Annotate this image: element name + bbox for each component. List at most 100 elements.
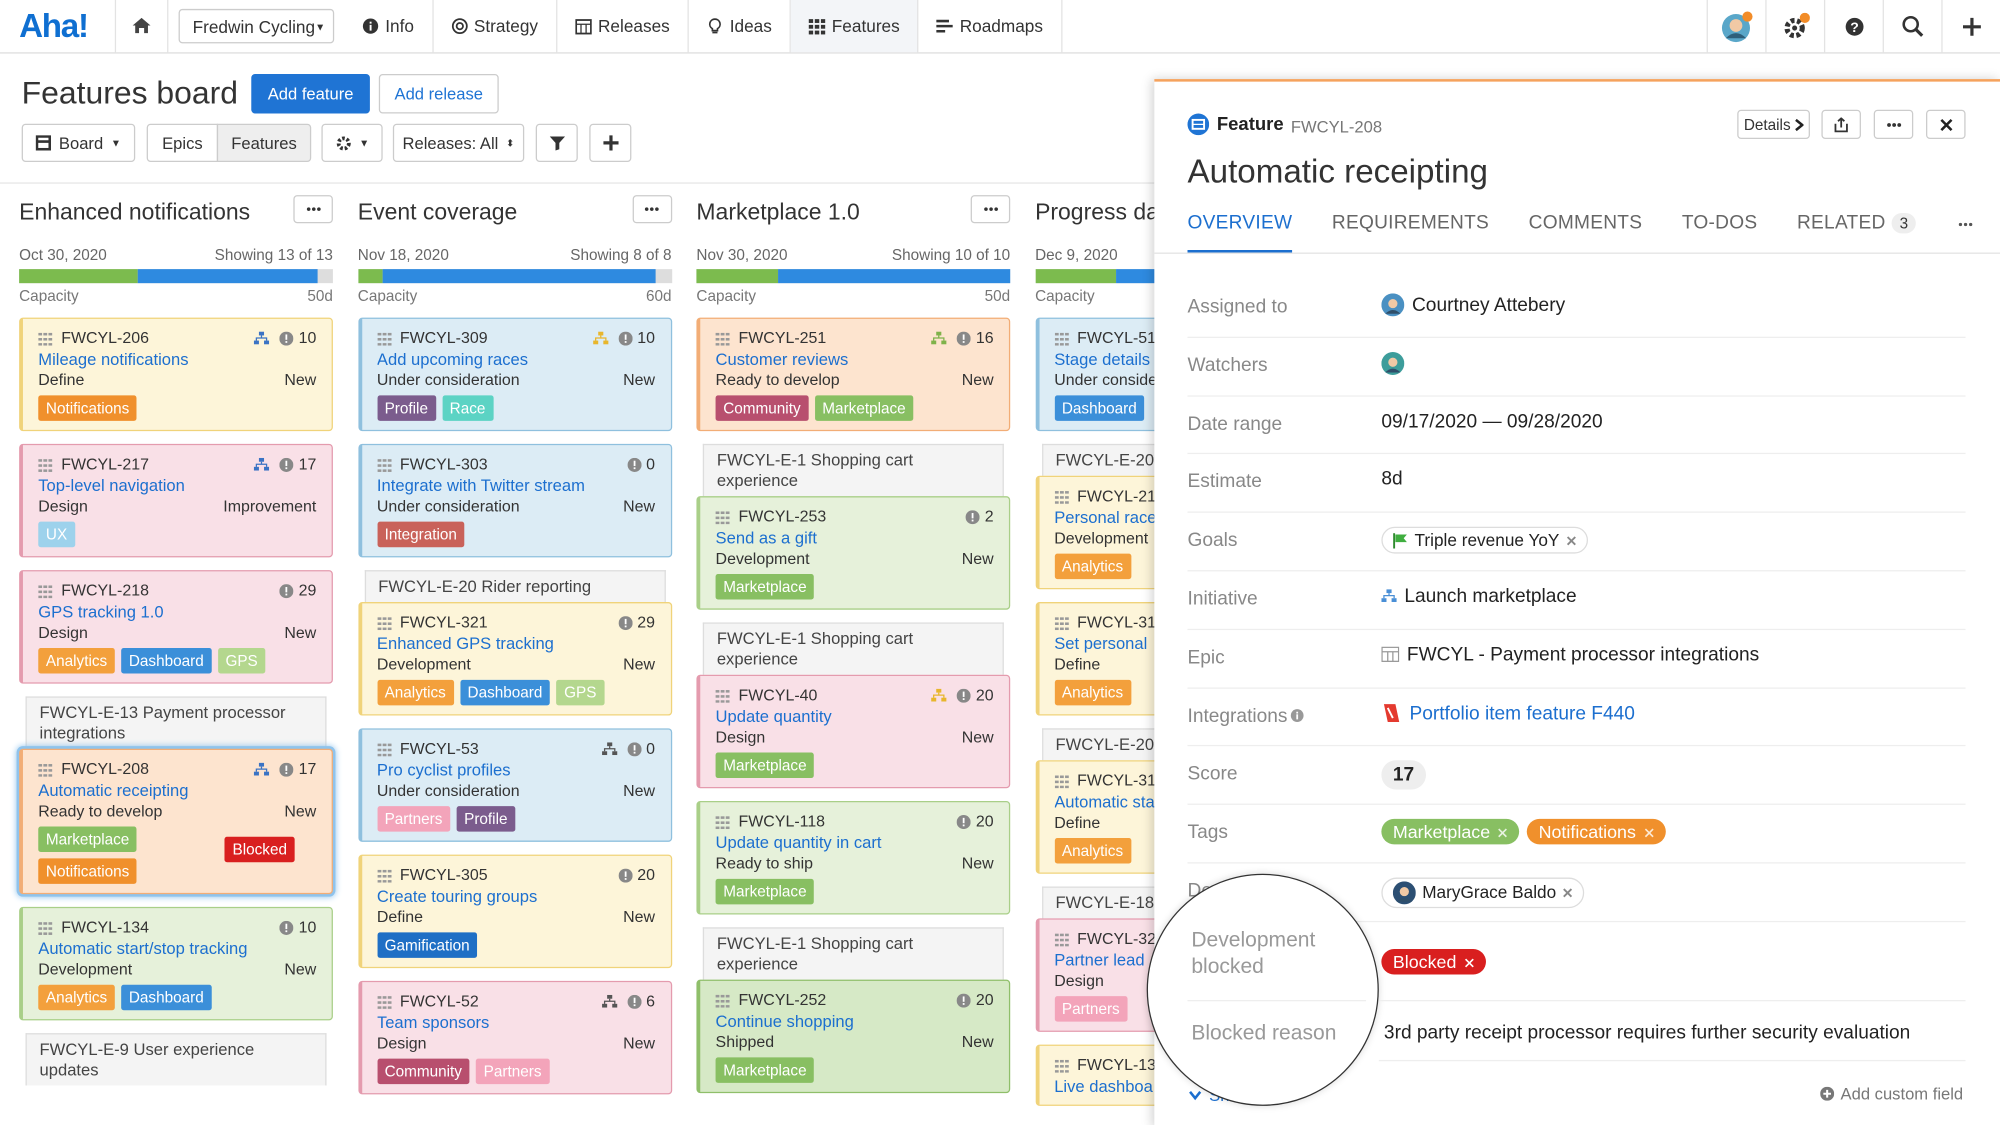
score-icon — [279, 762, 294, 777]
feature-title[interactable]: Create touring groups — [376, 886, 538, 906]
feature-title[interactable]: Partner lead — [1054, 950, 1145, 970]
view-select[interactable]: Board ▼ — [21, 123, 136, 162]
feature-title[interactable]: Personal race — [1054, 507, 1157, 527]
column-menu[interactable] — [970, 195, 1011, 224]
feature-card[interactable]: FWCYL-251 16 Customer reviews Ready to deve… — [696, 317, 1011, 432]
field-value[interactable]: FWCYL - Payment processor integrations — [1381, 644, 1759, 666]
feature-title[interactable]: Send as a gift — [715, 528, 817, 548]
tab[interactable]: TO-DOS — [1682, 212, 1758, 250]
feature-title[interactable]: Automatic sta — [1054, 792, 1155, 812]
feature-card[interactable]: FWCYL-53 0 Pro cyclist profiles Under consi… — [357, 728, 672, 842]
remove[interactable] — [1464, 952, 1474, 972]
feature-title[interactable]: Enhanced GPS tracking — [376, 633, 554, 654]
settings-select[interactable]: ▼ — [321, 123, 383, 162]
tab[interactable]: RELATED 3 — [1797, 212, 1917, 250]
feature-card[interactable]: FWCYL-303 0 Integrate with Twitter stream U… — [357, 443, 672, 558]
logo[interactable]: Aha! — [19, 6, 89, 45]
tabs-more[interactable] — [1958, 222, 1973, 227]
column-menu[interactable] — [293, 195, 333, 224]
nav-item[interactable]: Features — [790, 0, 919, 53]
feature-title[interactable]: Stage details — [1054, 349, 1151, 369]
feature-title[interactable]: GPS tracking 1.0 — [38, 602, 164, 622]
nav-item[interactable]: Info — [344, 0, 434, 53]
feature-card[interactable]: FWCYL-252 20 Continue shopping Shipped New Ma… — [696, 979, 1011, 1094]
feature-title[interactable]: Update quantity in cart — [715, 832, 882, 853]
feature-title[interactable]: Add upcoming races — [376, 349, 529, 369]
feature-title[interactable]: Team sponsors — [376, 1012, 490, 1032]
add-feature-button[interactable]: Add feature — [251, 73, 370, 114]
field-value[interactable]: 17 — [1381, 760, 1426, 791]
home-icon[interactable] — [131, 17, 151, 35]
share-button[interactable] — [1821, 109, 1861, 140]
add-button[interactable] — [1941, 0, 2000, 53]
column-menu[interactable] — [632, 195, 672, 224]
features-toggle[interactable]: Features — [216, 123, 312, 162]
details-button[interactable]: Details — [1737, 109, 1810, 140]
feature-card[interactable]: FWCYL-321 29 Enhanced GPS tracking Developm… — [357, 602, 672, 716]
search-button[interactable] — [1882, 0, 1942, 53]
workspace-select[interactable]: Fredwin Cycling ▼ — [178, 8, 335, 44]
card-header: FWCYL-252 20 — [715, 990, 994, 1010]
releases-filter[interactable]: Releases: All ⬍ — [392, 123, 525, 162]
feature-card[interactable]: FWCYL-305 20 Create touring groups Define Ne… — [357, 854, 672, 969]
chevron-down[interactable] — [1189, 1091, 1202, 1101]
add-filter-button[interactable] — [589, 123, 632, 162]
feature-card[interactable]: FWCYL-52 6 Team sponsors Design New Community… — [357, 980, 672, 1095]
feature-card[interactable]: FWCYL-118 20 Update quantity in cart Ready … — [696, 801, 1011, 915]
drag-icon — [1054, 1058, 1069, 1073]
remove[interactable] — [1644, 822, 1654, 842]
epics-toggle[interactable]: Epics — [146, 123, 219, 162]
tab[interactable]: REQUIREMENTS — [1332, 212, 1489, 250]
feature-title[interactable]: Top-level navigation — [38, 475, 185, 495]
feature-card[interactable]: FWCYL-208 17 Automatic receipting Ready to … — [19, 748, 333, 895]
feature-title[interactable]: Mileage notifications — [38, 349, 189, 369]
feature-title[interactable]: Set personal — [1054, 633, 1148, 654]
feature-card[interactable]: FWCYL-218 29 GPS tracking 1.0 Design New Anal… — [19, 570, 333, 684]
feature-title[interactable]: Automatic start/stop tracking — [38, 938, 248, 958]
tab[interactable]: OVERVIEW — [1187, 212, 1293, 253]
nav-item[interactable]: Strategy — [433, 0, 558, 53]
add-custom-field[interactable]: Add custom field — [1840, 1084, 1964, 1104]
add-release-button[interactable]: Add release — [378, 73, 499, 114]
tab[interactable]: COMMENTS — [1529, 212, 1643, 250]
feature-id: FWCYL-118 — [738, 812, 826, 831]
field-value[interactable]: Launch marketplace — [1381, 585, 1577, 607]
feature-title[interactable]: Pro cyclist profiles — [376, 760, 511, 780]
field-value[interactable]: Marketplace Notifications — [1381, 819, 1666, 845]
field-value[interactable]: 8d — [1381, 469, 1402, 491]
field-value[interactable] — [1381, 351, 1405, 375]
feature-title[interactable]: Live dashboa — [1054, 1076, 1153, 1096]
nav-item[interactable]: Ideas — [689, 0, 791, 53]
filter-button[interactable] — [535, 123, 578, 162]
field-value[interactable]: Portfolio item feature F440 — [1381, 702, 1635, 724]
field-value[interactable]: Triple revenue YoY — [1381, 527, 1588, 554]
feature-card[interactable]: FWCYL-206 10 Mileage notifications Define Ne… — [19, 317, 333, 432]
field-value[interactable]: Courtney Attebery — [1381, 293, 1565, 317]
feature-card[interactable]: FWCYL-253 2 Send as a gift Development New Ma… — [696, 496, 1011, 610]
nav-item[interactable]: Roadmaps — [919, 0, 1063, 53]
field-value[interactable]: MaryGrace Baldo — [1381, 877, 1585, 909]
feature-title[interactable]: Customer reviews — [715, 349, 849, 369]
tag: Dashboard — [459, 679, 551, 706]
avatar-button[interactable] — [1706, 0, 1766, 53]
close-button[interactable] — [1926, 109, 1966, 140]
epic-icon-svg — [1381, 647, 1400, 663]
remove[interactable] — [1563, 884, 1573, 902]
feature-title[interactable]: Continue shopping — [715, 1011, 854, 1031]
feature-card[interactable]: FWCYL-134 10 Automatic start/stop tracking… — [19, 906, 333, 1021]
feature-card[interactable]: FWCYL-309 10 Add upcoming races Under consi… — [357, 317, 672, 432]
more-button[interactable] — [1873, 109, 1914, 140]
feature-card[interactable]: FWCYL-217 17 Top-level navigation Design Imp… — [19, 443, 333, 558]
feature-card[interactable]: FWCYL-40 20 Update quantity Design New Market… — [696, 674, 1011, 789]
remove[interactable] — [1498, 822, 1508, 842]
settings-button[interactable] — [1765, 0, 1824, 53]
feature-title[interactable]: Integrate with Twitter stream — [376, 475, 585, 495]
nav-item[interactable]: Releases — [557, 0, 689, 53]
feature-title[interactable]: Update quantity — [715, 706, 832, 726]
help-button[interactable]: ? — [1823, 0, 1883, 53]
remove[interactable] — [1566, 531, 1576, 549]
field-value[interactable]: 09/17/2020 — 09/28/2020 — [1381, 410, 1602, 432]
feature-title[interactable]: Automatic receipting — [38, 780, 189, 800]
caret: ▼ — [359, 137, 370, 149]
blocked-chip[interactable]: Blocked — [1381, 948, 1486, 975]
